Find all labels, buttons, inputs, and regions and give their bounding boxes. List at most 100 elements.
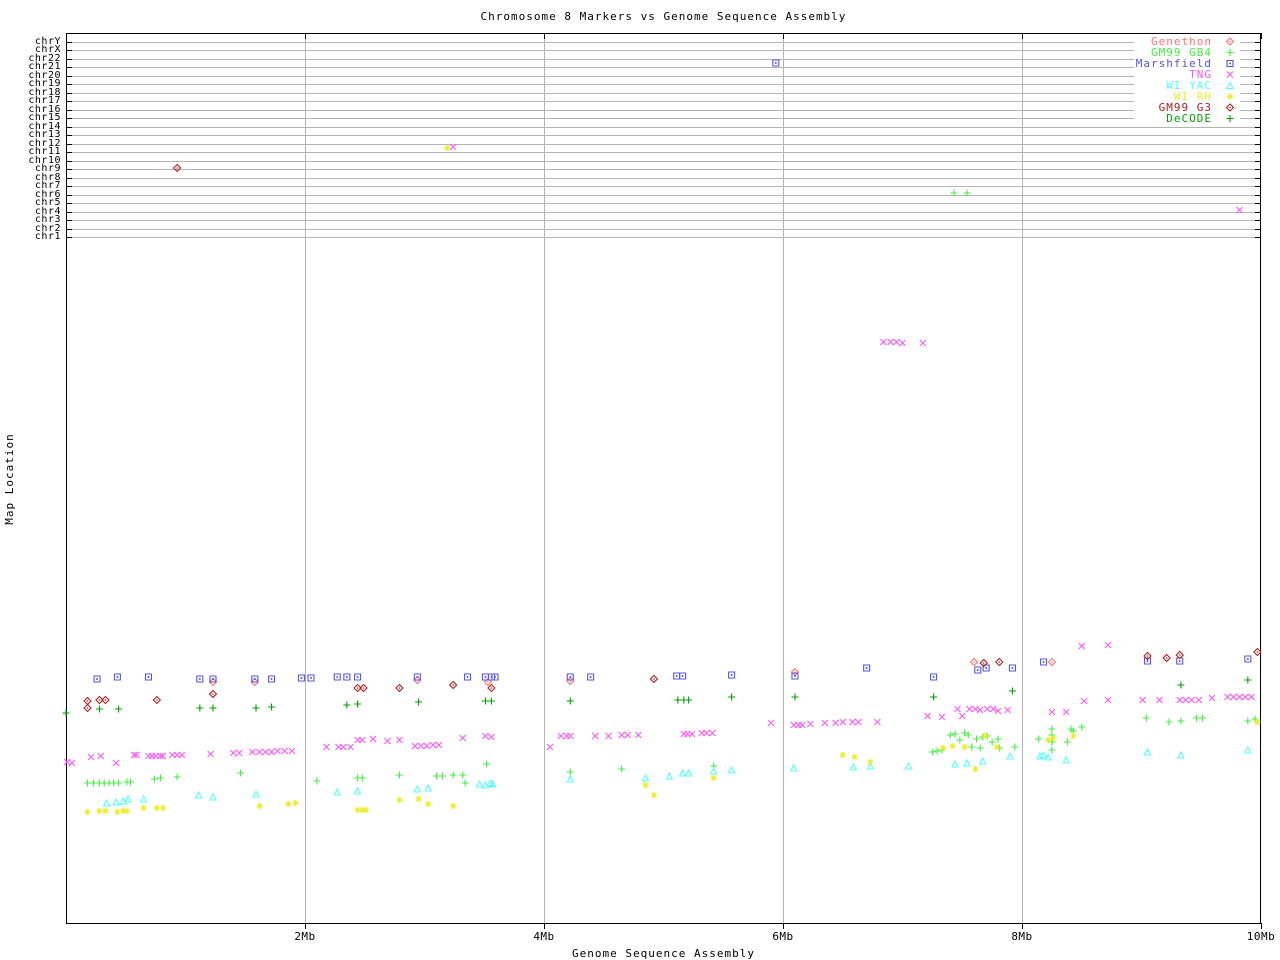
marker-tng <box>854 718 862 726</box>
chromosome-line-chr8 <box>66 177 1261 179</box>
chromosome-line-chr4 <box>66 211 1261 213</box>
marker-gm99-g3 <box>1175 650 1185 660</box>
right-tick-chr16 <box>1255 109 1261 111</box>
chromosome-label-chr15: chr15 <box>28 112 61 123</box>
marker-tng <box>159 752 167 760</box>
marker-tng <box>839 718 847 726</box>
marker-tng <box>152 752 160 760</box>
x-tick-top-10mb <box>1261 33 1262 39</box>
marker-wi-rh <box>449 802 457 810</box>
marker-tng <box>954 705 961 713</box>
marker-wi-rh <box>256 802 263 810</box>
marker-marshfield <box>1039 658 1048 666</box>
marker-gm99-g3 <box>395 683 404 693</box>
chromosome-label-chr2: chr2 <box>34 222 61 234</box>
marker-tng <box>339 743 347 751</box>
chromosome-line-chrY <box>66 41 1261 43</box>
marker-genethon <box>208 677 218 687</box>
marker-tng <box>899 339 906 347</box>
marker-decode <box>354 700 362 708</box>
marker-wi-yac <box>475 779 484 788</box>
marker-tng <box>358 736 366 744</box>
marker-gm99-g3 <box>172 163 182 173</box>
marker-tng <box>893 338 900 346</box>
marker-wi-rh <box>939 744 947 752</box>
marker-marshfield <box>1244 655 1252 663</box>
left-tick-chr9 <box>66 169 72 170</box>
gridline-8mb <box>1022 33 1023 924</box>
marker-tng <box>1230 693 1237 701</box>
marker-gm99-gb4 <box>961 729 969 737</box>
marker-tng <box>879 338 887 346</box>
marker-gm99-gb4 <box>938 746 946 754</box>
marker-wi-rh <box>1049 734 1057 742</box>
chromosome-line-chr12 <box>66 143 1261 145</box>
marker-tng <box>821 719 829 727</box>
marker-decode <box>566 697 574 705</box>
marker-wi-rh <box>114 808 121 816</box>
marker-gm99-gb4 <box>1198 714 1206 722</box>
marker-gm99-gb4 <box>968 743 976 751</box>
marker-gm99-gb4 <box>123 778 131 786</box>
left-tick-chr5 <box>66 203 72 204</box>
marker-gm99-gb4 <box>1251 715 1259 723</box>
marker-wi-rh <box>444 144 451 152</box>
marker-gm99-gb4 <box>994 735 1002 743</box>
marker-marshfield <box>267 675 276 683</box>
marker-tng <box>618 731 626 739</box>
marker-marshfield <box>343 673 351 681</box>
chromosome-line-chr14 <box>66 126 1261 128</box>
marker-wi-rh <box>839 751 846 759</box>
x-tick-bottom-10mb <box>1261 923 1262 929</box>
marker-wi-rh <box>159 804 166 812</box>
gridline-6mb <box>783 33 784 924</box>
chromosome-line-chr1 <box>66 237 1261 238</box>
marker-tng <box>235 749 243 757</box>
marker-wi-yac <box>413 784 422 793</box>
left-tick-chr10 <box>66 160 72 162</box>
marker-wi-rh <box>140 804 147 812</box>
right-tick-chr1 <box>1255 237 1261 238</box>
marker-wi-yac <box>789 763 798 772</box>
legend-item-marshfield: Marshfield <box>1136 57 1238 70</box>
marker-gm99-gb4 <box>483 760 491 768</box>
marker-genethon <box>250 677 260 687</box>
gridline-4mb <box>544 33 545 924</box>
chromosome-label-chr8: chr8 <box>34 171 61 183</box>
left-tick-chr6 <box>66 194 72 196</box>
marker-tng <box>423 742 431 750</box>
chromosome-label-chr17: chr17 <box>28 95 61 106</box>
marker-tng <box>1104 696 1112 704</box>
marker-gm99-gb4 <box>1035 735 1043 743</box>
marker-wi-yac <box>849 762 858 771</box>
marker-tng <box>874 718 881 726</box>
marker-wi-yac <box>102 798 111 807</box>
right-tick-chr13 <box>1255 135 1261 136</box>
marker-wi-yac <box>333 787 342 796</box>
left-tick-chr4 <box>66 211 72 213</box>
marker-wi-rh <box>362 806 370 814</box>
marker-genethon <box>413 675 422 685</box>
marker-tng <box>354 736 361 744</box>
chromosome-line-chr11 <box>66 152 1261 153</box>
chromosome-line-chr16 <box>66 109 1261 111</box>
chromosome-label-chr11: chr11 <box>28 146 61 157</box>
left-tick-chrY <box>66 41 72 43</box>
marker-gm99-gb4 <box>432 772 440 780</box>
legend-item-gm99-g3: GM99 G3 <box>1136 101 1238 114</box>
marker-decode <box>487 697 495 705</box>
marker-gm99-gb4 <box>127 778 135 786</box>
x-tick-label-4mb: 4Mb <box>533 930 555 943</box>
marker-gm99-g3 <box>95 695 104 705</box>
left-tick-chr15 <box>66 118 72 119</box>
marker-gm99-gb4 <box>1142 714 1150 722</box>
marker-gm99-gb4 <box>173 773 181 781</box>
legend-marker-marshfield <box>1226 59 1234 68</box>
marker-tng <box>173 751 181 759</box>
marshfield-marker-icon <box>1226 59 1234 68</box>
marker-tng <box>281 747 289 755</box>
marker-tng <box>1156 696 1163 704</box>
marker-wi-yac <box>481 780 490 789</box>
marker-tng <box>256 748 263 756</box>
right-tick-chr9 <box>1255 169 1261 170</box>
